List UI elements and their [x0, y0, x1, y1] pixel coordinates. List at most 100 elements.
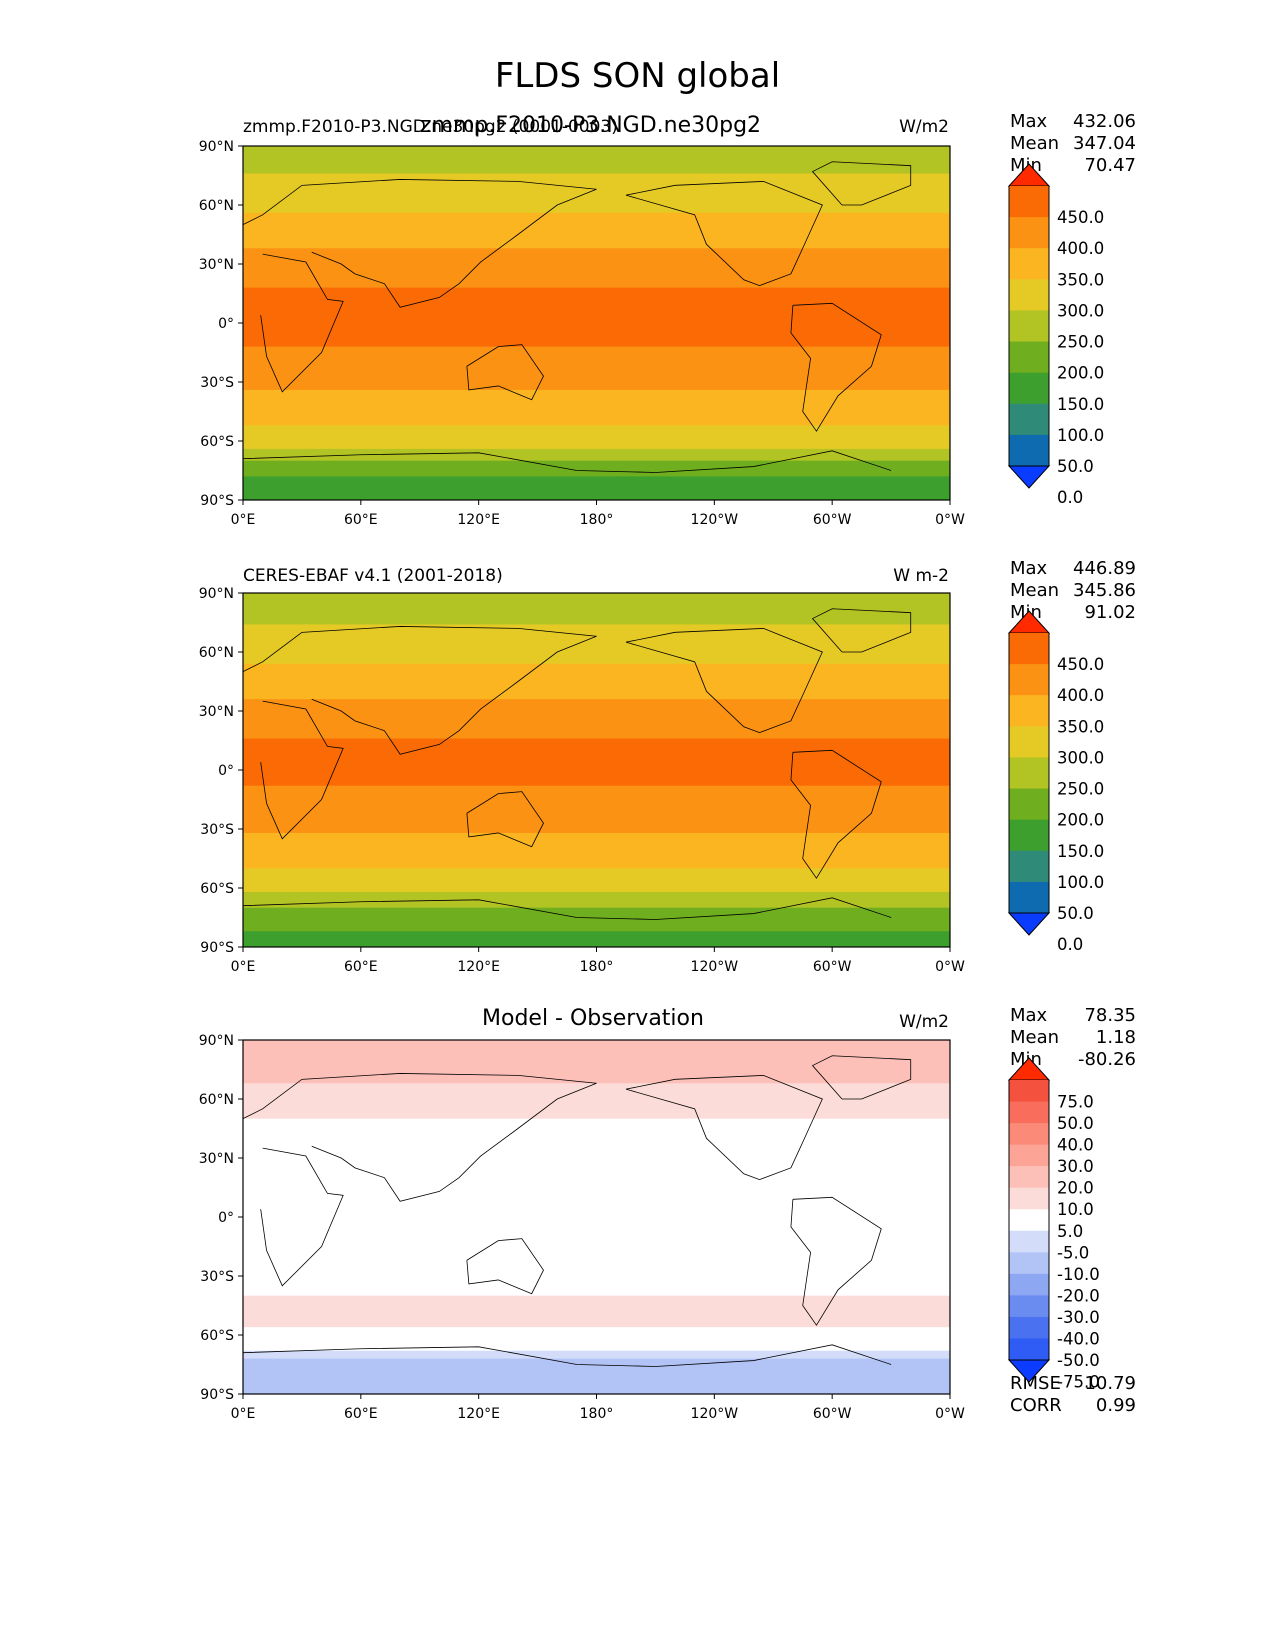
- y-tick-label: 30°N: [199, 257, 234, 273]
- field-band: [243, 1378, 950, 1383]
- field-band: [243, 1040, 950, 1045]
- field-band: [243, 742, 950, 747]
- colorbar-label: -50.0: [1057, 1351, 1100, 1370]
- y-tick-label: 30°S: [200, 375, 234, 391]
- field-band: [243, 1059, 950, 1065]
- field-band: [243, 1346, 950, 1352]
- stat-label: Max: [1010, 1005, 1048, 1026]
- field-band: [243, 608, 950, 614]
- field-band: [243, 1071, 950, 1076]
- colorbar-block: [1009, 1101, 1049, 1124]
- field-band: [243, 1091, 950, 1096]
- field-band: [243, 397, 950, 403]
- panel3-units: W/m2: [899, 1012, 949, 1032]
- field-band: [243, 679, 950, 684]
- field-band: [243, 1154, 950, 1159]
- field-band: [243, 1217, 950, 1222]
- colorbar-extend-min: [1007, 465, 1051, 489]
- colorbar-extend-max: [1007, 163, 1051, 187]
- field-band: [243, 205, 950, 210]
- field-band: [243, 177, 950, 182]
- field-band: [243, 758, 950, 763]
- coastline: [242, 1344, 892, 1367]
- field-band: [243, 1370, 950, 1375]
- field-band: [243, 275, 950, 281]
- field-band: [243, 1146, 950, 1151]
- field-band: [243, 496, 950, 501]
- field-band: [243, 1102, 950, 1108]
- field-band: [243, 687, 950, 692]
- colorbar-block: [1009, 1252, 1049, 1275]
- x-tick-label: 0°E: [231, 1406, 256, 1422]
- field-band: [243, 464, 950, 470]
- colorbar-block: [1009, 1230, 1049, 1253]
- field-band: [243, 433, 950, 438]
- figure-title: FLDS SON global: [494, 56, 781, 96]
- field-band: [243, 153, 950, 159]
- field-band: [243, 1303, 950, 1308]
- field-band: [243, 809, 950, 814]
- field-band: [243, 425, 950, 430]
- colorbar-block: [1009, 341, 1049, 374]
- y-tick-label: 30°S: [200, 822, 234, 838]
- field-band: [243, 338, 950, 344]
- field-band: [243, 311, 950, 316]
- field-band: [243, 903, 950, 909]
- field-band: [243, 766, 950, 771]
- field-band: [243, 1099, 950, 1104]
- field-band: [243, 1256, 950, 1261]
- field-band: [243, 624, 950, 629]
- colorbar-block: [1009, 788, 1049, 821]
- colorbar-block: [1009, 1316, 1049, 1339]
- field-band: [243, 1260, 950, 1265]
- field-band: [243, 1106, 950, 1112]
- field-band: [243, 628, 950, 633]
- field-band: [243, 817, 950, 822]
- field-band: [243, 252, 950, 257]
- field-band: [243, 1138, 950, 1143]
- field-band: [243, 429, 950, 434]
- colorbar-label: 10.0: [1057, 1200, 1094, 1219]
- coastline: [466, 791, 544, 848]
- colorbar-block: [1009, 1295, 1049, 1318]
- field-band: [243, 1110, 950, 1116]
- field-band: [243, 699, 950, 704]
- colorbar-label: -75.0: [1057, 1373, 1100, 1392]
- field-band: [243, 671, 950, 677]
- field-band: [243, 161, 950, 167]
- field-band: [243, 224, 950, 230]
- field-band: [243, 1252, 950, 1257]
- colorbar-label: 50.0: [1057, 457, 1094, 476]
- field-band: [243, 193, 950, 198]
- field-band: [243, 283, 950, 289]
- field-band: [243, 1335, 950, 1340]
- field-band: [243, 675, 950, 681]
- field-band: [243, 793, 950, 799]
- y-tick-label: 90°N: [199, 1033, 234, 1049]
- colorbar-label: 100.0: [1057, 426, 1104, 445]
- x-tick-label: 0°W: [935, 959, 965, 975]
- field-band: [243, 773, 950, 779]
- x-tick-label: 180°: [580, 512, 614, 528]
- x-tick-label: 120°E: [457, 959, 500, 975]
- colorbar-block: [1009, 850, 1049, 883]
- field-band: [243, 923, 950, 928]
- colorbar-block: [1009, 1187, 1049, 1210]
- y-tick-label: 90°S: [200, 493, 234, 509]
- stat-value: 446.89: [1073, 558, 1136, 579]
- field-band: [243, 1268, 950, 1273]
- field-band: [243, 695, 950, 700]
- field-band: [243, 1240, 950, 1246]
- field-band: [243, 334, 950, 340]
- colorbar-label: -40.0: [1057, 1329, 1100, 1348]
- field-band: [243, 271, 950, 277]
- field-band: [243, 840, 950, 846]
- field-band: [243, 342, 950, 348]
- field-band: [243, 220, 950, 226]
- colorbar-block: [1009, 1166, 1049, 1189]
- field-band: [243, 801, 950, 806]
- field-band: [243, 1150, 950, 1155]
- field-band: [243, 197, 950, 202]
- y-tick-label: 0°: [218, 763, 234, 779]
- stat-value: 91.02: [1084, 602, 1136, 623]
